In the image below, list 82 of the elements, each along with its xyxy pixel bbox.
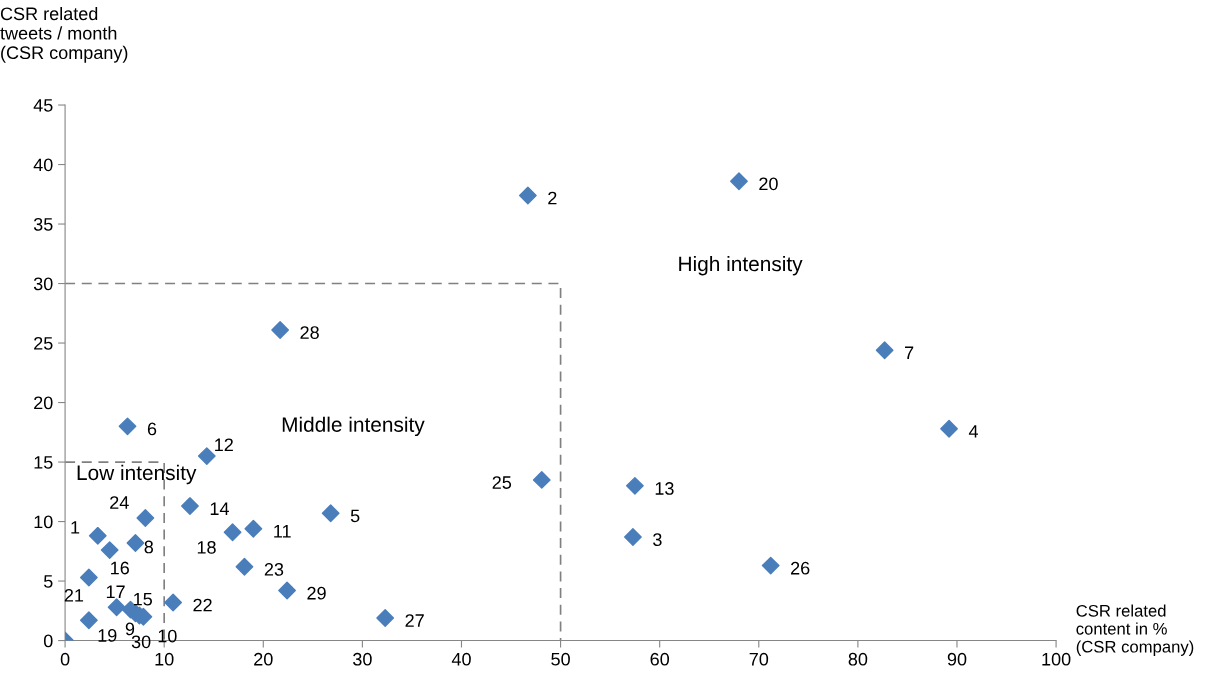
- annotation: 10: [158, 629, 177, 643]
- annotation: Low intensity: [77, 464, 197, 485]
- x-tick-label: 100: [1042, 652, 1071, 666]
- x-tick-label: 70: [749, 652, 769, 666]
- y-tick-label: 20: [34, 396, 53, 410]
- y-tick-label: 5: [43, 575, 53, 588]
- annotation: 2: [548, 191, 557, 205]
- x-tick-label: 10: [155, 652, 174, 666]
- point: [118, 417, 137, 436]
- y-tick-label: 35: [33, 217, 53, 231]
- point: [164, 593, 183, 612]
- annotation: 21: [64, 588, 84, 602]
- point: [518, 186, 537, 205]
- x-tick-label: 30: [353, 652, 372, 666]
- point: [235, 557, 254, 576]
- x-tick-label: 40: [451, 652, 471, 666]
- point: [126, 534, 145, 552]
- annotation: 13: [655, 482, 674, 495]
- y-tick-label: 15: [34, 456, 53, 469]
- point: [88, 526, 107, 545]
- annotation: 19: [98, 629, 117, 642]
- annotation: 5: [350, 509, 360, 523]
- annotation: 9: [125, 622, 135, 636]
- annotation: 22: [193, 598, 212, 612]
- annotation: 6: [147, 422, 157, 436]
- point: [107, 598, 126, 617]
- annotation: 23: [264, 563, 284, 576]
- point: [875, 341, 894, 360]
- point: [321, 504, 340, 523]
- annotation: 1: [71, 521, 80, 534]
- x-tick-label: 60: [650, 652, 670, 666]
- annotation: 4: [968, 425, 979, 438]
- point: [223, 523, 242, 542]
- x-tick-label: 20: [254, 652, 273, 666]
- annotation: 3: [653, 533, 662, 547]
- point: [625, 476, 644, 495]
- point: [761, 556, 780, 575]
- annotation: 8: [144, 540, 154, 554]
- annotation: 27: [405, 614, 424, 627]
- annotation: 17: [106, 585, 125, 599]
- point: [79, 568, 98, 587]
- y-tick-label: 45: [33, 99, 53, 112]
- point: [244, 519, 263, 538]
- y-tick-label: 30: [33, 277, 53, 291]
- annotation: 12: [215, 438, 233, 452]
- annotation: 14: [210, 502, 229, 515]
- point: [624, 528, 642, 546]
- annotation: 24: [110, 496, 129, 509]
- annotation: 25: [492, 476, 512, 489]
- point: [278, 581, 296, 600]
- annotation: 26: [791, 561, 810, 575]
- point: [271, 321, 290, 339]
- annotation: 28: [300, 326, 319, 339]
- y-tick-label: 25: [34, 336, 53, 350]
- y-axis-title: CSR related tweets / month (CSR company): [0, 6, 128, 63]
- annotation: 15: [134, 592, 152, 606]
- annotation: 29: [307, 586, 326, 600]
- annotation: 11: [274, 525, 291, 538]
- x-tick-label: 90: [947, 652, 967, 666]
- annotation: 30: [131, 635, 151, 649]
- x-tick-label: 0: [60, 652, 70, 666]
- annotation: 20: [759, 177, 778, 191]
- annotation: 16: [111, 561, 129, 575]
- point: [532, 470, 551, 489]
- point: [376, 609, 395, 627]
- point: [730, 172, 748, 191]
- annotation: High intensity: [679, 255, 803, 276]
- annotation: Middle intensity: [282, 416, 425, 437]
- point: [100, 541, 119, 560]
- y-tick-label: 40: [33, 158, 53, 172]
- point: [181, 497, 199, 515]
- annotation: 18: [197, 540, 216, 554]
- y-tick-label: 0: [43, 634, 53, 648]
- x-tick-label: 80: [848, 652, 868, 666]
- point: [940, 419, 958, 438]
- point: [79, 611, 98, 630]
- point: [197, 447, 216, 466]
- y-tick-label: 10: [34, 515, 53, 529]
- point: [136, 509, 155, 527]
- annotation: 7: [905, 346, 914, 360]
- x-tick-label: 50: [551, 652, 570, 666]
- x-axis-title: CSR related content in % (CSR company): [1076, 604, 1194, 656]
